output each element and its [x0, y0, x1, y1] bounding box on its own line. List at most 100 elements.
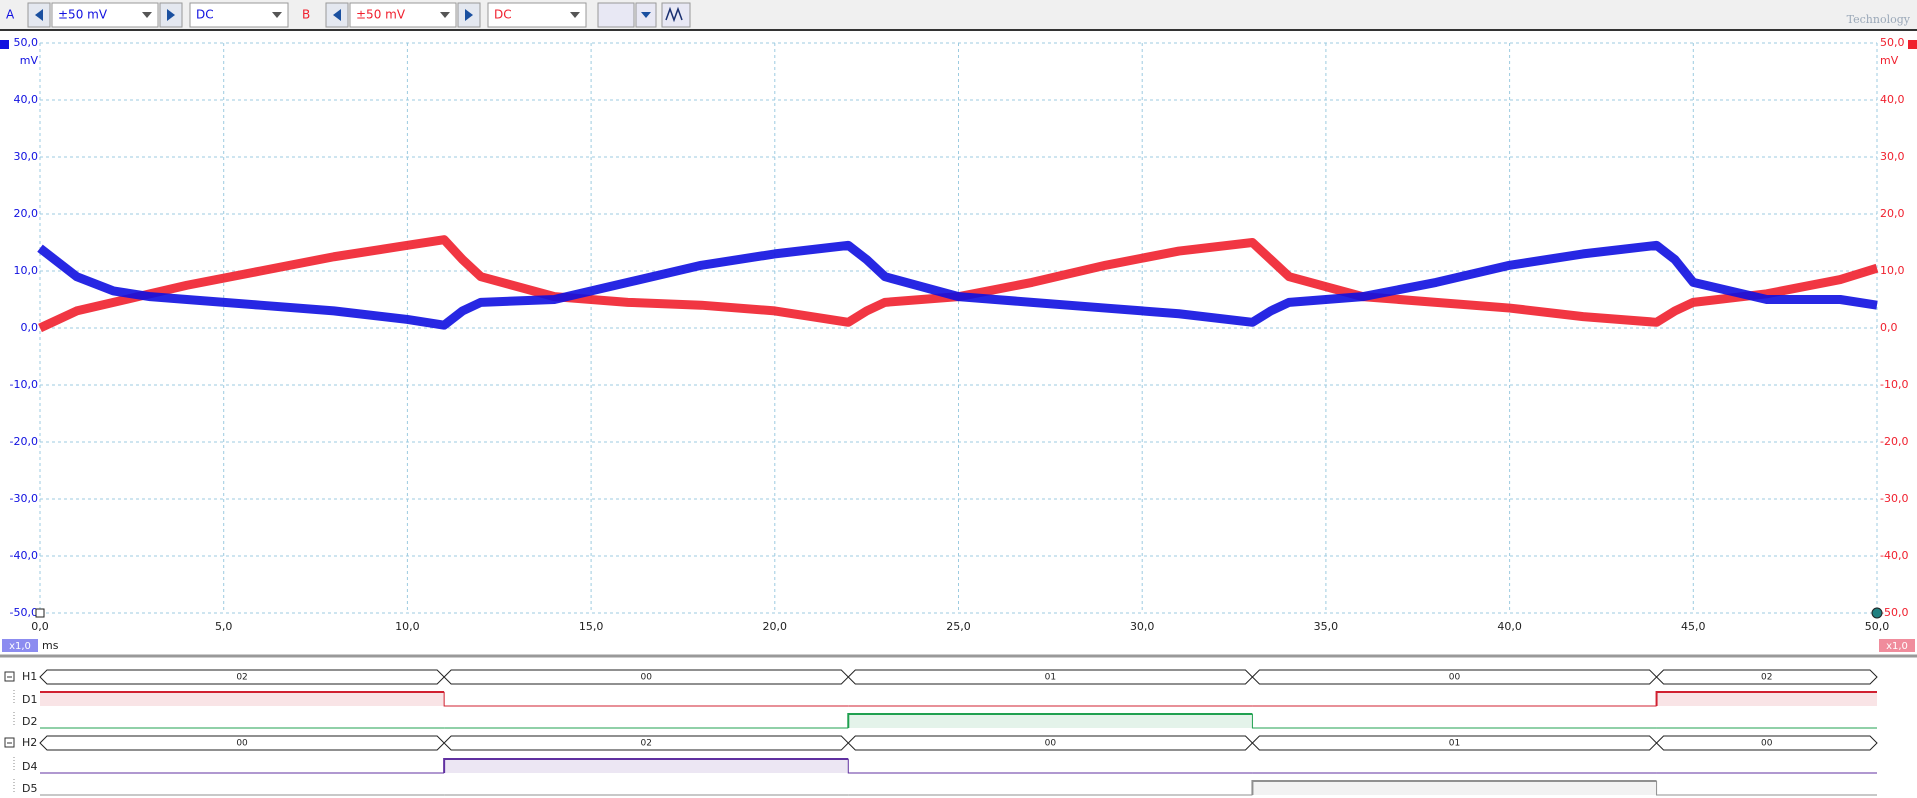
row-label: D4 — [22, 760, 37, 773]
row-label: H2 — [22, 736, 37, 749]
channel-b-label: B — [302, 8, 310, 22]
y2-scale-badge — [1879, 639, 1915, 652]
trigger-marker — [35, 608, 45, 618]
ruler-marker — [1871, 607, 1883, 619]
arrow-icon — [333, 9, 341, 21]
bus-value: 00 — [1045, 739, 1057, 749]
bus-segment — [1655, 735, 1878, 751]
dropdown-icon — [641, 12, 651, 18]
y2-tick-label: 40,0 — [1880, 93, 1905, 106]
y2-tick-label: -40,0 — [1880, 549, 1908, 562]
y2-tick-label: 10,0 — [1880, 264, 1905, 277]
y-tick-label: 0,0 — [21, 321, 39, 334]
x-tick-label: 5,0 — [215, 620, 233, 633]
arrow-icon — [167, 9, 175, 21]
y2-tick-label: -50,0 — [1880, 606, 1908, 619]
math-button[interactable] — [597, 2, 635, 28]
y2-tick-label: 50,0 — [1880, 36, 1905, 49]
coupling-select-b[interactable] — [487, 2, 587, 28]
x-scale-label: x1,0 — [9, 641, 31, 652]
y-tick-label: 20,0 — [14, 207, 39, 220]
level-fill — [848, 714, 1253, 728]
bus-value: 00 — [1761, 739, 1773, 749]
channel-b-marker — [1908, 40, 1917, 49]
range-a: ±50 mV — [58, 8, 108, 22]
x-tick-label: 15,0 — [579, 620, 604, 633]
y2-tick-label: 20,0 — [1880, 207, 1905, 220]
level-fill — [1252, 781, 1657, 795]
level-fill — [1656, 692, 1877, 706]
row-label: D2 — [22, 715, 37, 728]
y2-tick-label: 0,0 — [1880, 321, 1898, 334]
x-tick-label: 25,0 — [946, 620, 971, 633]
coupling-b: DC — [494, 8, 512, 22]
x-tick-label: 40,0 — [1497, 620, 1522, 633]
arrow-icon — [35, 9, 43, 21]
y2-tick-label: -30,0 — [1880, 492, 1908, 505]
channel-a-marker — [0, 40, 9, 49]
y-tick-label: -40,0 — [10, 549, 38, 562]
x-tick-label: 10,0 — [395, 620, 420, 633]
bus-value: 01 — [1449, 739, 1460, 749]
x-tick-label: 35,0 — [1314, 620, 1339, 633]
x-tick-label: 0,0 — [31, 620, 49, 633]
bus-value: 00 — [640, 673, 652, 683]
y2-scale-label: x1,0 — [1886, 641, 1908, 652]
row-label: D5 — [22, 782, 37, 795]
range-select-b[interactable] — [349, 2, 457, 28]
coupling-a: DC — [196, 8, 214, 22]
x-tick-label: 30,0 — [1130, 620, 1155, 633]
row-label: D1 — [22, 693, 37, 706]
trace — [37, 240, 1878, 330]
level-fill — [40, 692, 445, 706]
y-tick-label: -10,0 — [10, 378, 38, 391]
x-tick-label: 50,0 — [1865, 620, 1890, 633]
y2-tick-label: -10,0 — [1880, 378, 1908, 391]
level — [1251, 714, 1657, 729]
range-b: ±50 mV — [356, 8, 406, 22]
level — [1656, 781, 1877, 796]
coupling-select-a[interactable] — [189, 2, 289, 28]
y2-unit: mV — [1880, 54, 1899, 67]
dropdown-icon — [440, 12, 450, 18]
y-tick-label: 40,0 — [14, 93, 39, 106]
dropdown-icon — [570, 12, 580, 18]
arrow-icon — [465, 9, 473, 21]
wave-icon — [665, 6, 683, 23]
level-fill — [444, 759, 849, 773]
level — [443, 758, 849, 773]
x-tick-label: 45,0 — [1681, 620, 1706, 633]
y-unit: mV — [20, 54, 39, 67]
range-select-a[interactable] — [51, 2, 159, 28]
toolbar — [0, 0, 1917, 30]
channel-a-label: A — [6, 8, 15, 22]
level — [1251, 780, 1657, 795]
bus-value: 01 — [1045, 673, 1056, 683]
x-unit: ms — [42, 639, 59, 652]
y-tick-label: -50,0 — [10, 606, 38, 619]
bus-segment — [1655, 669, 1878, 685]
level — [847, 713, 1253, 728]
y-tick-label: -20,0 — [10, 435, 38, 448]
bus-value: 02 — [640, 739, 651, 749]
x-scale-badge — [2, 639, 38, 652]
y2-tick-label: -20,0 — [1880, 435, 1908, 448]
y2-tick-label: 30,0 — [1880, 150, 1905, 163]
logo: Technology — [1847, 13, 1911, 26]
dropdown-icon — [272, 12, 282, 18]
level — [1655, 691, 1877, 706]
level — [847, 759, 1253, 774]
bus-value: 00 — [1449, 673, 1461, 683]
bus-value: 02 — [236, 673, 247, 683]
bus-value: 02 — [1761, 673, 1772, 683]
y-tick-label: 50,0 — [14, 36, 39, 49]
x-tick-label: 20,0 — [763, 620, 788, 633]
dropdown-icon — [142, 12, 152, 18]
y-tick-label: 10,0 — [14, 264, 39, 277]
y-tick-label: -30,0 — [10, 492, 38, 505]
level — [443, 692, 849, 707]
trace — [38, 235, 1879, 333]
y-tick-label: 30,0 — [14, 150, 39, 163]
